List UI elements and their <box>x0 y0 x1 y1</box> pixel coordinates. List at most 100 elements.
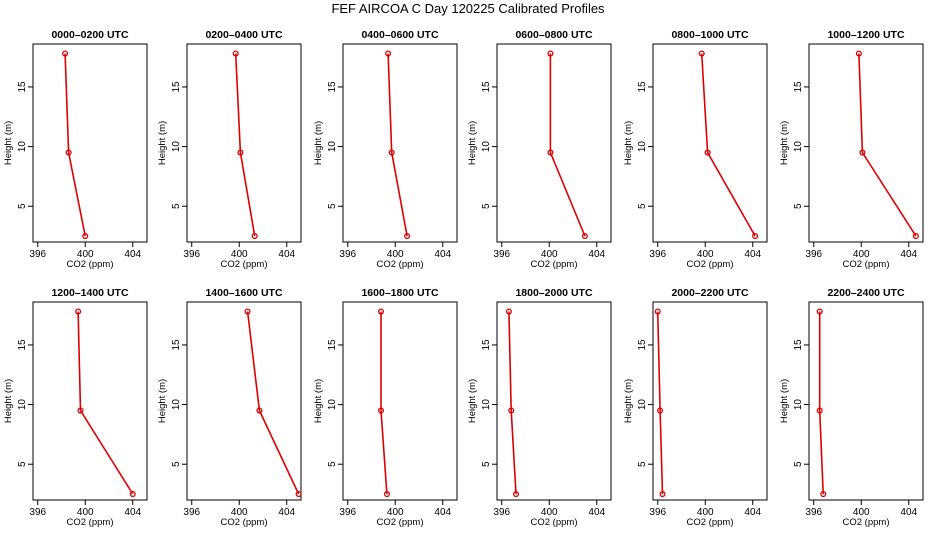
y-tick-label: 5 <box>17 203 28 209</box>
profile-line <box>234 53 256 237</box>
x-tick-label: 404 <box>278 507 295 518</box>
profile-line <box>858 53 917 237</box>
y-tick-label: 15 <box>327 81 338 93</box>
x-tick-label: 404 <box>900 507 917 518</box>
data-point <box>654 308 661 315</box>
panel-title: 0800–1000 UTC <box>671 29 748 41</box>
profile-line <box>380 311 388 495</box>
profile-line <box>246 311 300 495</box>
x-tick-label: 404 <box>434 249 451 260</box>
y-tick-label: 15 <box>637 81 648 93</box>
data-point <box>659 490 666 498</box>
y-tick-label: 5 <box>327 203 338 209</box>
data-point <box>77 407 84 414</box>
panel-title: 0000–0200 UTC <box>51 29 128 41</box>
y-tick-label: 10 <box>793 399 804 411</box>
y-tick-label: 15 <box>481 339 492 351</box>
data-point <box>704 149 711 156</box>
y-tick-label: 10 <box>327 141 338 153</box>
data-point <box>385 50 392 57</box>
x-tick-label: 404 <box>588 249 605 260</box>
x-axis-label: CO2 (ppm) <box>687 517 734 528</box>
y-axis-label: Height (m) <box>779 121 790 165</box>
x-axis-label: CO2 (ppm) <box>843 259 890 270</box>
x-tick-label: 400 <box>387 249 404 260</box>
figure-title: FEF AIRCOA C Day 120225 Calibrated Profi… <box>331 1 605 16</box>
plot-frame <box>32 301 148 501</box>
x-tick-label: 404 <box>124 507 141 518</box>
y-tick-label: 10 <box>637 399 648 411</box>
x-axis-label: CO2 (ppm) <box>67 259 114 270</box>
panel-title: 0600–0800 UTC <box>515 29 592 41</box>
profile-panel: 0000–0200 UTC 396 400 404 5 10 15 CO2 (ppm) Heig… <box>3 29 148 270</box>
panel-title: 1000–1200 UTC <box>827 29 904 41</box>
panel-title: 1200–1400 UTC <box>51 287 128 299</box>
y-tick-label: 10 <box>171 141 182 153</box>
x-tick-label: 396 <box>339 249 356 260</box>
x-tick-label: 404 <box>588 507 605 518</box>
panel-title: 0400–0600 UTC <box>361 29 438 41</box>
x-tick-label: 400 <box>853 507 870 518</box>
panel-title: 2000–2200 UTC <box>671 287 748 299</box>
y-tick-label: 5 <box>481 203 492 209</box>
x-tick-label: 400 <box>541 507 558 518</box>
plot-frame <box>496 301 612 501</box>
plot-frame <box>652 43 768 243</box>
y-axis-label: Height (m) <box>623 379 634 423</box>
data-point <box>816 308 823 315</box>
data-point <box>237 149 244 156</box>
data-point <box>388 149 395 156</box>
data-point <box>512 490 520 498</box>
y-tick-label: 10 <box>793 141 804 153</box>
profile-panel: 0600–0800 UTC 396 400 404 5 10 15 CO2 (ppm) Heig… <box>467 29 612 270</box>
x-tick-label: 400 <box>77 507 94 518</box>
plot-frame <box>186 43 302 243</box>
x-tick-label: 404 <box>744 507 761 518</box>
profile-panel: 0400–0600 UTC 396 400 404 5 10 15 CO2 (ppm) Heig… <box>313 29 458 270</box>
x-tick-label: 400 <box>231 249 248 260</box>
data-point <box>698 50 705 57</box>
y-tick-label: 10 <box>481 141 492 153</box>
data-point <box>816 407 823 414</box>
y-tick-label: 15 <box>171 339 182 351</box>
panel-title: 1800–2000 UTC <box>515 287 592 299</box>
y-tick-label: 5 <box>481 461 492 467</box>
x-axis-label: CO2 (ppm) <box>221 517 268 528</box>
y-tick-label: 5 <box>171 203 182 209</box>
x-tick-label: 400 <box>697 507 714 518</box>
data-point <box>820 490 827 498</box>
x-tick-label: 396 <box>493 507 510 518</box>
y-axis-label: Height (m) <box>3 379 14 423</box>
plot-frame <box>808 301 924 501</box>
x-tick-label: 400 <box>387 507 404 518</box>
data-point <box>859 149 866 156</box>
data-point <box>62 50 69 57</box>
y-tick-label: 15 <box>793 339 804 351</box>
x-tick-label: 396 <box>805 249 822 260</box>
data-point <box>82 232 89 240</box>
profile-line <box>700 53 756 237</box>
x-tick-label: 404 <box>124 249 141 260</box>
data-point <box>251 232 258 240</box>
data-point <box>657 407 664 414</box>
x-tick-label: 400 <box>77 249 94 260</box>
y-tick-label: 5 <box>637 461 648 467</box>
x-axis-label: CO2 (ppm) <box>377 517 424 528</box>
data-point <box>256 407 263 414</box>
plot-frame <box>652 301 768 501</box>
data-point <box>855 50 862 57</box>
x-axis-label: CO2 (ppm) <box>377 259 424 270</box>
y-tick-label: 15 <box>793 81 804 93</box>
x-tick-label: 404 <box>278 249 295 260</box>
panel-title: 1400–1600 UTC <box>205 287 282 299</box>
profile-panel: 0800–1000 UTC 396 400 404 5 10 15 CO2 (ppm) Heig… <box>623 29 768 270</box>
profile-panel: 1000–1200 UTC 396 400 404 5 10 15 CO2 (ppm) Heig… <box>779 29 924 270</box>
data-point <box>129 490 136 498</box>
profile-line <box>549 53 586 237</box>
data-point <box>508 407 515 414</box>
x-tick-label: 404 <box>744 249 761 260</box>
y-tick-label: 10 <box>327 399 338 411</box>
y-tick-label: 10 <box>17 399 28 411</box>
y-tick-label: 15 <box>637 339 648 351</box>
